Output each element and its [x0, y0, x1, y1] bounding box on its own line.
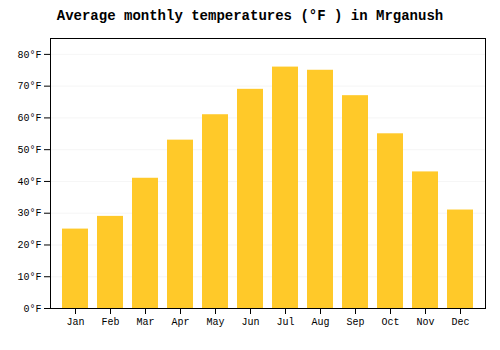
svg-text:Mar: Mar — [136, 317, 154, 328]
svg-text:Sep: Sep — [346, 317, 364, 328]
svg-text:Dec: Dec — [451, 317, 469, 328]
svg-text:May: May — [206, 317, 224, 328]
svg-text:50°F: 50°F — [17, 145, 41, 156]
svg-text:Feb: Feb — [101, 317, 119, 328]
svg-text:Aug: Aug — [311, 317, 329, 328]
svg-text:0°F: 0°F — [23, 304, 41, 315]
svg-text:70°F: 70°F — [17, 81, 41, 92]
svg-text:60°F: 60°F — [17, 113, 41, 124]
svg-text:10°F: 10°F — [17, 272, 41, 283]
html-text:Average monthly temperatures (: Average monthly temperatures (°F ) in Mr… — [56, 8, 444, 24]
svg-text:Jul: Jul — [276, 317, 294, 328]
svg-text:30°F: 30°F — [17, 208, 41, 219]
svg-text:Jan: Jan — [66, 317, 84, 328]
svg-text:Jun: Jun — [241, 317, 259, 328]
svg-text:20°F: 20°F — [17, 240, 41, 251]
svg-text:Apr: Apr — [171, 317, 189, 328]
svg-text:Nov: Nov — [416, 317, 434, 328]
svg-text:40°F: 40°F — [17, 177, 41, 188]
svg-text:Oct: Oct — [381, 317, 399, 328]
svg-text:80°F: 80°F — [17, 50, 41, 61]
